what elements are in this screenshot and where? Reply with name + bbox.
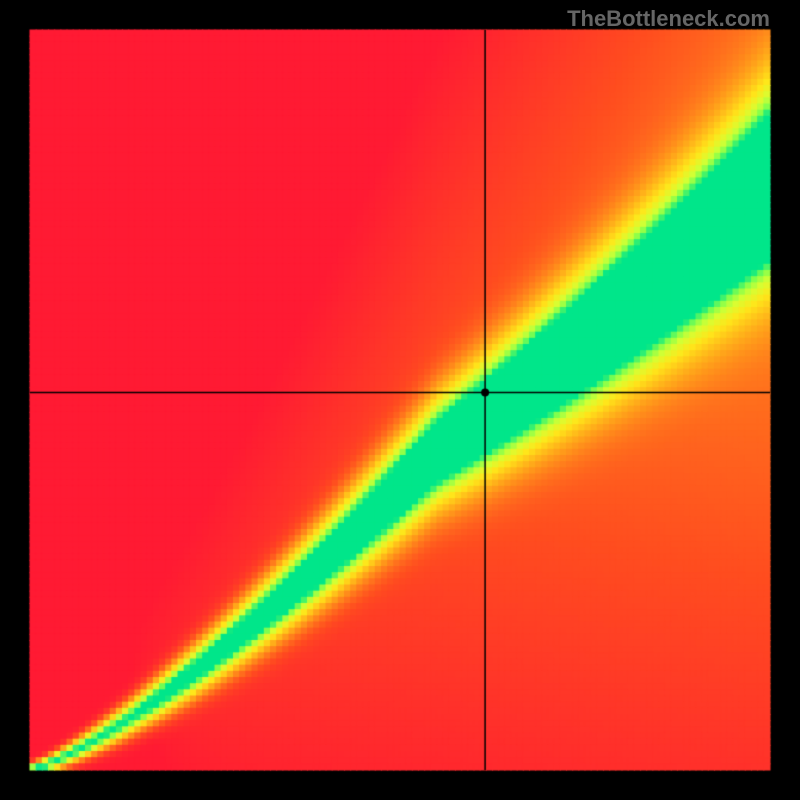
watermark-text: TheBottleneck.com (567, 6, 770, 32)
bottleneck-heatmap (0, 0, 800, 800)
chart-container: TheBottleneck.com (0, 0, 800, 800)
